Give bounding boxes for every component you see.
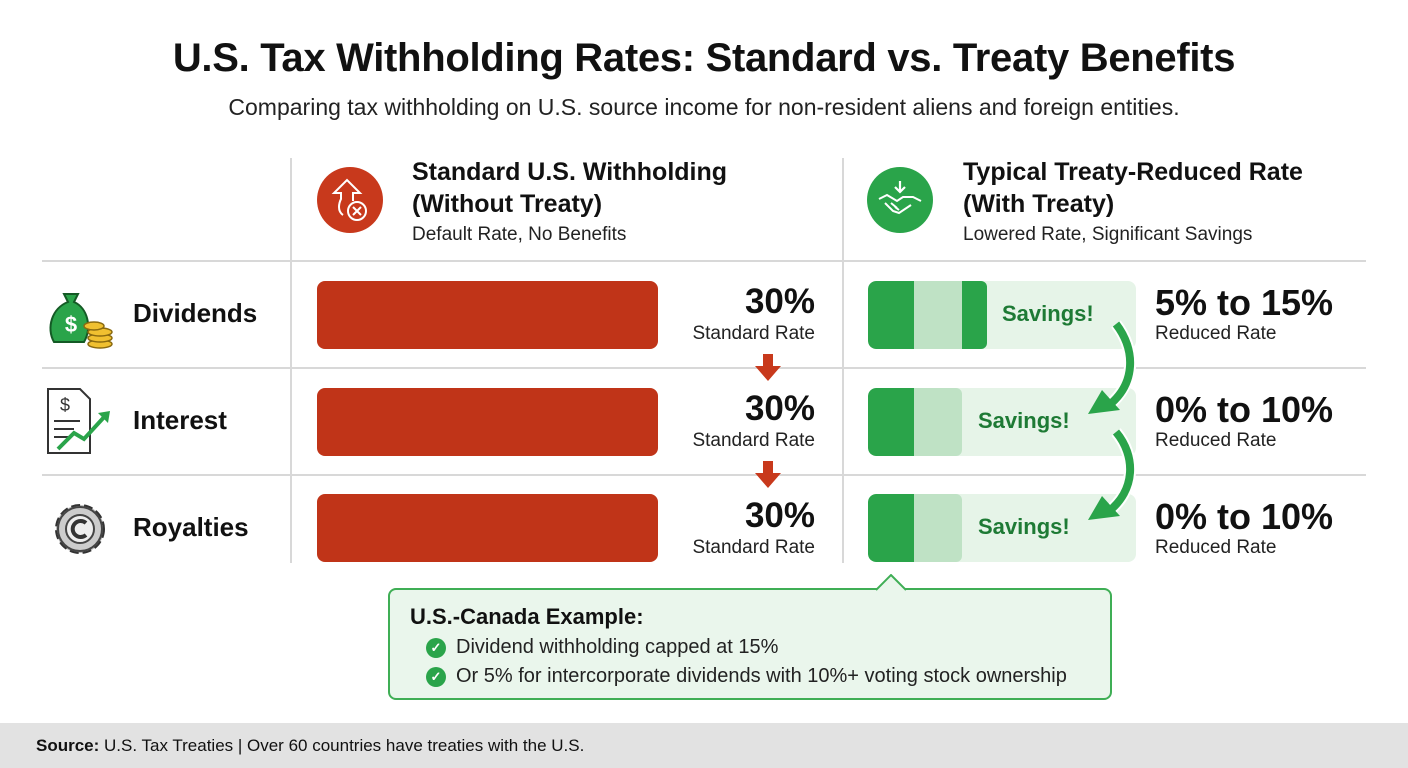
savings-label: Savings!: [1002, 301, 1094, 326]
page-subtitle: Comparing tax withholding on U.S. source…: [228, 94, 1180, 120]
footer: Source: U.S. Tax Treaties | Over 60 coun…: [0, 723, 1408, 768]
row-label-royalties: Royalties: [133, 512, 249, 542]
treaty-rate-label: Reduced Rate: [1155, 537, 1277, 558]
treaty-rate: 0% to 10%: [1155, 389, 1334, 430]
title-line: (With Treaty): [963, 190, 1115, 218]
callout-pointer: [876, 574, 906, 591]
source-text: U.S. Tax Treaties | Over 60 countries ha…: [99, 736, 585, 755]
svg-text:$: $: [60, 395, 70, 415]
standard-bar: [317, 494, 658, 562]
title-line: Standard U.S. Withholding: [412, 158, 728, 186]
treaty-column-subtitle: Lowered Rate, Significant Savings: [963, 224, 1253, 245]
standard-column-subtitle: Default Rate, No Benefits: [412, 224, 627, 245]
divider: [42, 367, 1366, 369]
handshake-icon: [867, 167, 933, 233]
row-label-dividends: Dividends: [133, 298, 258, 328]
treaty-rate: 5% to 15%: [1155, 282, 1334, 323]
callout-title: U.S.-Canada Example:: [410, 604, 644, 629]
savings-label: Savings!: [978, 408, 1070, 433]
treaty-bar: Savings!: [868, 388, 1136, 456]
standard-rate: 30%: [744, 389, 815, 428]
title-line: (Without Treaty): [412, 190, 603, 218]
treaty-rate-label: Reduced Rate: [1155, 323, 1277, 344]
down-arrow-icon: [755, 461, 781, 488]
standard-column-title: Standard U.S. Withholding (Without Treaty…: [412, 156, 727, 220]
check-circle-icon: ✓: [426, 667, 446, 687]
copyright-gear-icon: [44, 494, 116, 564]
document-chart-icon: $: [44, 385, 116, 457]
standard-rate-label: Standard Rate: [692, 323, 815, 344]
standard-rate: 30%: [744, 496, 815, 535]
savings-label: Savings!: [978, 514, 1070, 539]
treaty-bar: Savings!: [868, 281, 1136, 349]
treaty-rate: 0% to 10%: [1155, 496, 1334, 537]
curved-arrow-icon: [1088, 320, 1137, 520]
divider: [842, 158, 844, 563]
source-note: Source: U.S. Tax Treaties | Over 60 coun…: [36, 736, 584, 756]
standard-rate-label: Standard Rate: [692, 537, 815, 558]
check-circle-icon: ✓: [426, 638, 446, 658]
treaty-bar: Savings!: [868, 494, 1136, 562]
title-line: Typical Treaty-Reduced Rate: [963, 158, 1303, 186]
divider: [290, 158, 292, 563]
down-arrow-icon: [755, 354, 781, 381]
standard-rate-label: Standard Rate: [692, 430, 815, 451]
treaty-column-title: Typical Treaty-Reduced Rate (With Treaty): [963, 156, 1303, 220]
svg-text:$: $: [65, 312, 77, 337]
money-bag-icon: $: [44, 280, 116, 350]
standard-bar: [317, 281, 658, 349]
callout-item: Dividend withholding capped at 15%: [456, 636, 779, 658]
page-title: U.S. Tax Withholding Rates: Standard vs.…: [172, 36, 1236, 80]
standard-bar: [317, 388, 658, 456]
divider: [42, 260, 1366, 262]
divider: [42, 474, 1366, 476]
source-label: Source:: [36, 736, 100, 755]
callout-box: U.S.-Canada Example: ✓ Dividend withhold…: [388, 574, 1112, 700]
row-label-interest: Interest: [133, 405, 227, 435]
treaty-rate-label: Reduced Rate: [1155, 430, 1277, 451]
arrow-up-x-icon: [317, 167, 383, 233]
standard-rate: 30%: [744, 282, 815, 321]
callout-item: Or 5% for intercorporate dividends with …: [456, 665, 1067, 687]
